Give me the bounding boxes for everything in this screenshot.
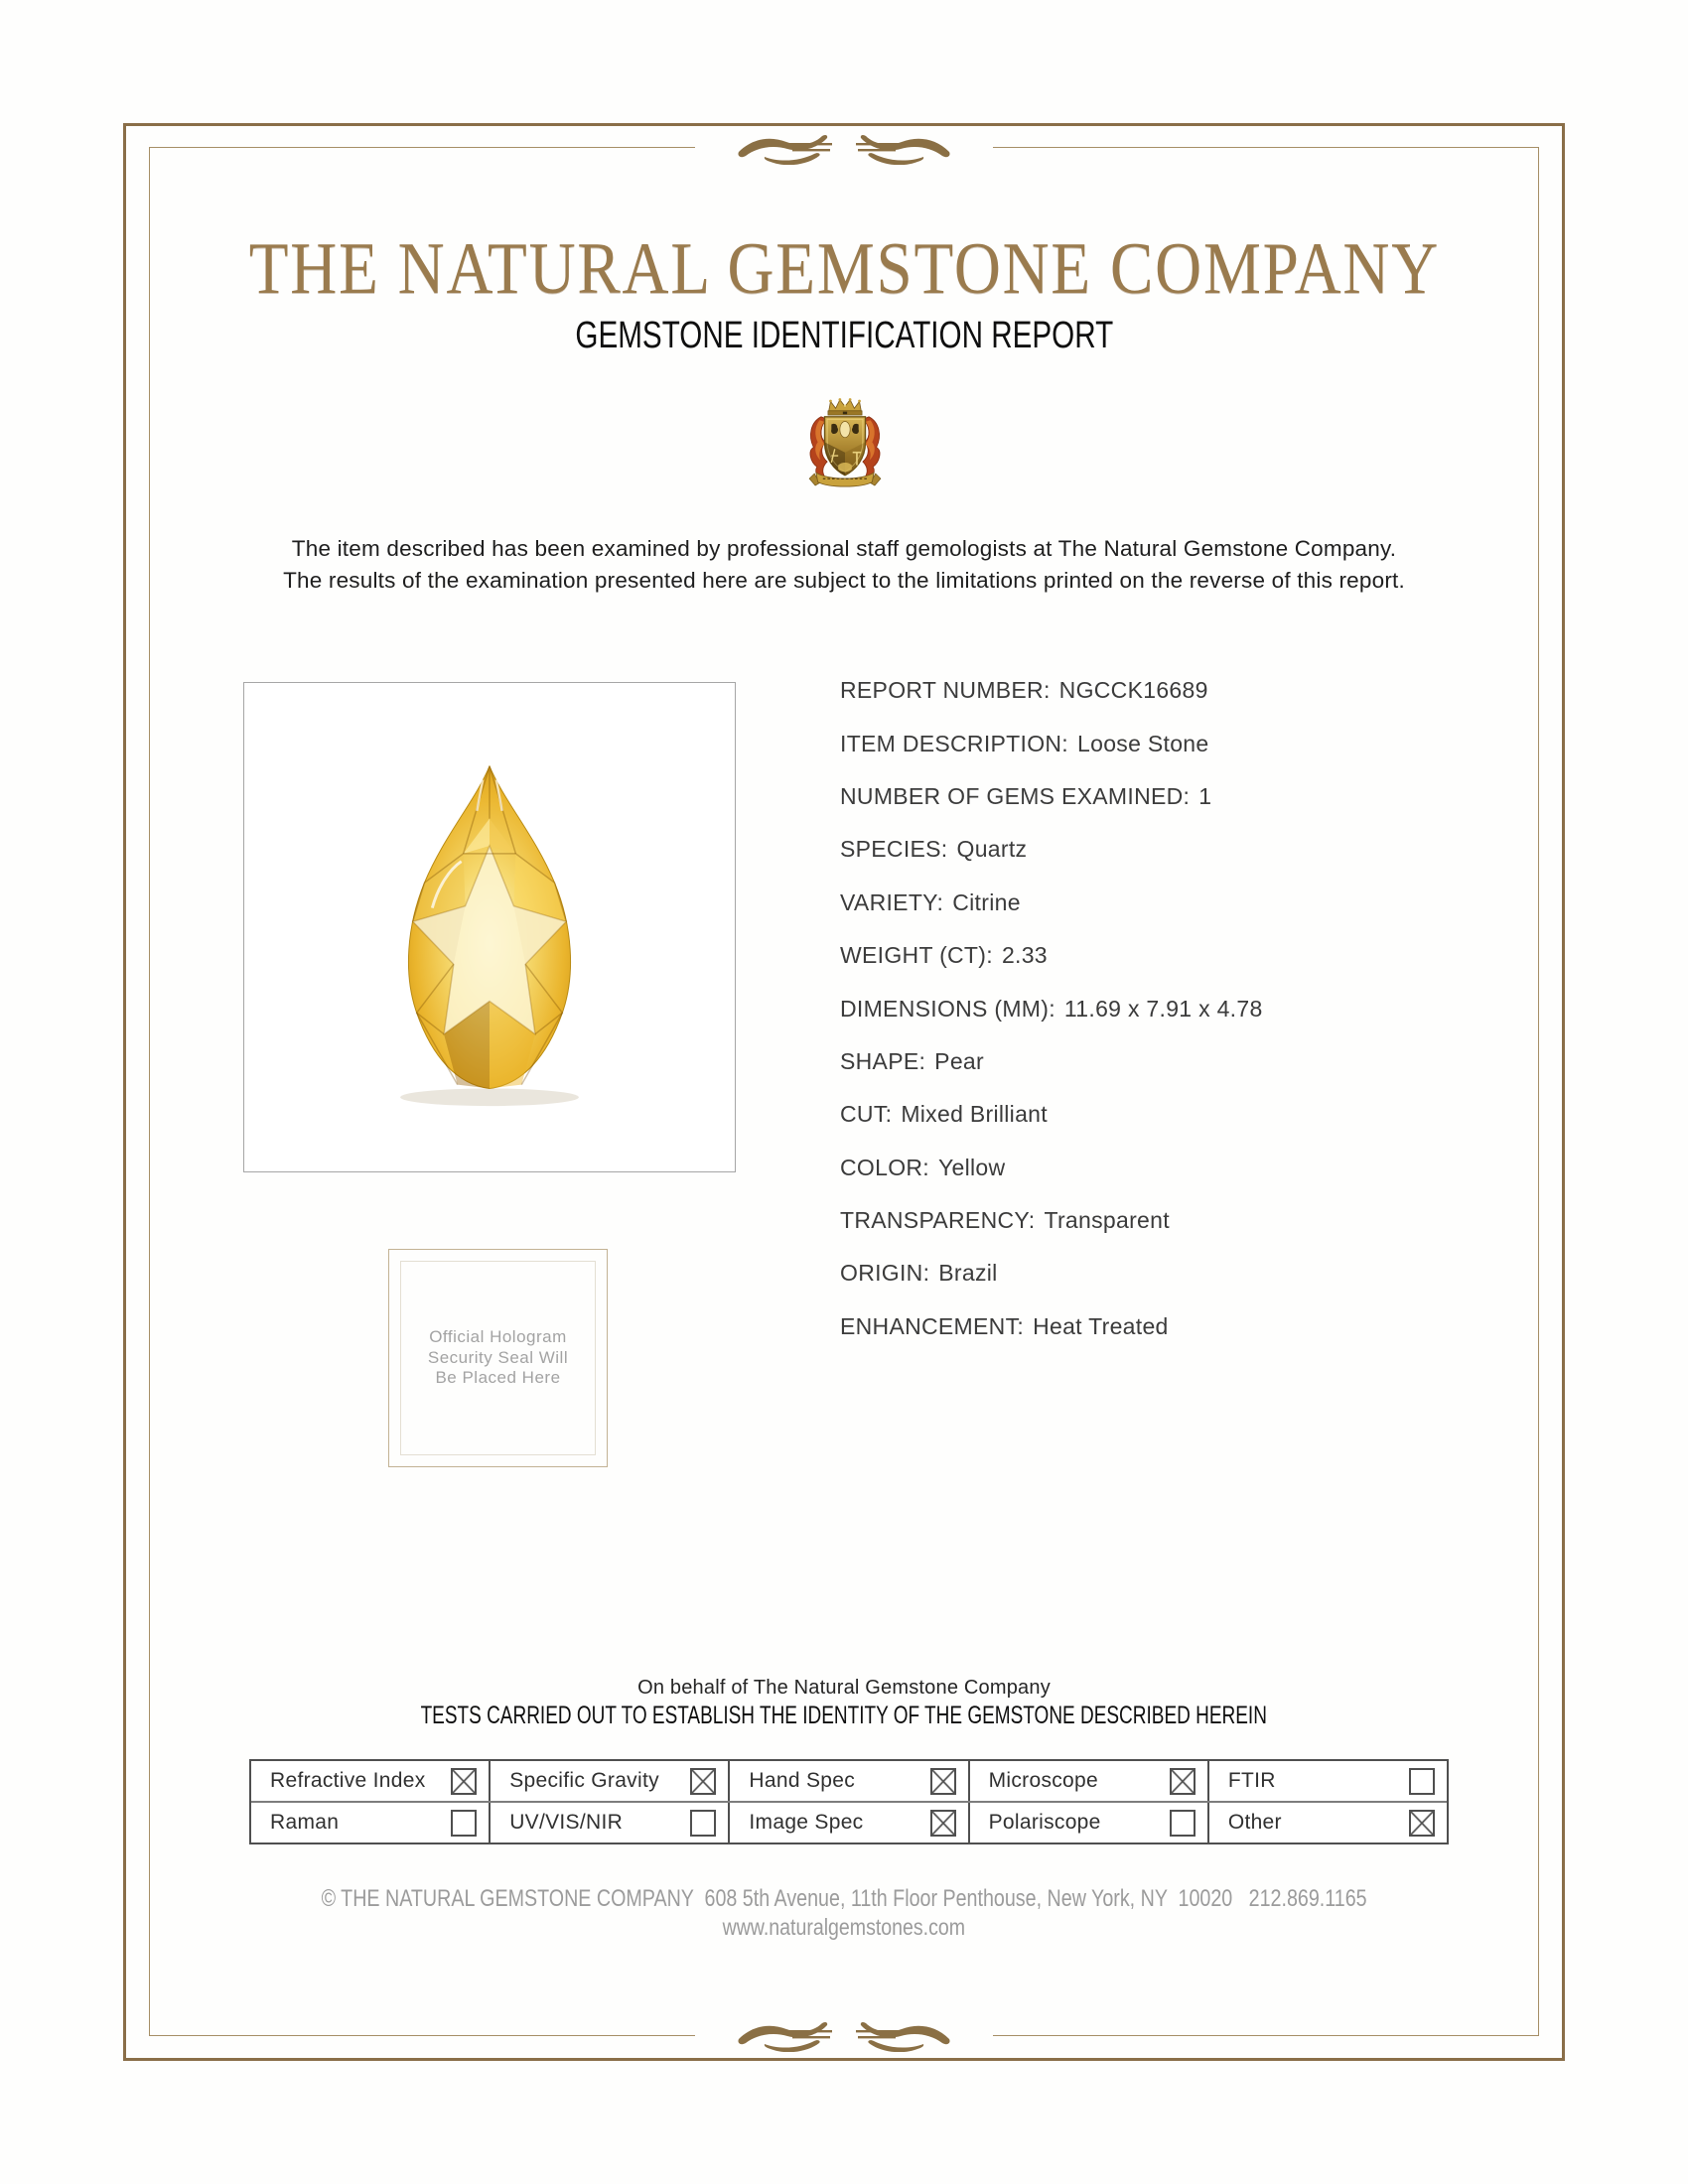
citrine-gem-photo [400, 764, 579, 1107]
footer-website: www.naturalgemstones.com [722, 1914, 966, 1940]
test-cell: Polariscope [967, 1803, 1207, 1843]
field-value: 2.33 [1001, 942, 1048, 969]
field-value: Loose Stone [1077, 730, 1209, 756]
page-title: THE NATURAL GEMSTONE COMPANY [0, 230, 1688, 308]
field-label: ENHANCEMENT: [840, 1312, 1025, 1339]
test-label: Specific Gravity [509, 1769, 659, 1792]
test-cell: FTIR [1206, 1761, 1447, 1801]
hologram-seal-box: Official Hologram Security Seal Will Be … [388, 1249, 608, 1467]
flourish-icon [738, 2021, 950, 2052]
on-behalf-text: On behalf of The Natural Gemstone Compan… [637, 1677, 1051, 1699]
test-label: FTIR [1227, 1769, 1276, 1792]
test-cell: Specific Gravity [489, 1761, 728, 1801]
tests-title-row: TESTS CARRIED OUT TO ESTABLISH THE IDENT… [0, 1702, 1688, 1730]
field-label: TRANSPARENCY: [840, 1207, 1036, 1234]
field-value: Quartz [956, 836, 1028, 863]
field-label: WEIGHT (CT): [840, 942, 993, 969]
test-cell: Refractive Index [251, 1761, 489, 1801]
gem-photo-frame [243, 682, 736, 1172]
field-label: SPECIES: [840, 836, 948, 863]
field-label: ORIGIN: [840, 1260, 930, 1287]
test-cell: UV/VIS/NIR [489, 1803, 728, 1843]
field-value: Yellow [937, 1154, 1006, 1180]
company-name: THE NATURAL GEMSTONE COMPANY [248, 228, 1440, 310]
field-label: ITEM DESCRIPTION: [840, 730, 1069, 756]
footer-address-row: © THE NATURAL GEMSTONE COMPANY 608 5th A… [0, 1885, 1688, 1913]
field-value: NGCCK16689 [1058, 677, 1208, 704]
report-field-row: ORIGIN: Brazil [840, 1247, 1263, 1299]
report-subtitle-row: GEMSTONE IDENTIFICATION REPORT [0, 314, 1688, 357]
test-label: Other [1227, 1811, 1282, 1834]
company-crest-icon [801, 398, 889, 491]
top-flourish-ornament [695, 129, 993, 167]
intro-text: The item described has been examined by … [283, 536, 1405, 593]
field-value: 1 [1198, 782, 1212, 809]
checkbox-unchecked [690, 1809, 717, 1837]
footer-website-row: www.naturalgemstones.com [0, 1914, 1688, 1941]
test-label: Polariscope [988, 1811, 1101, 1834]
test-label: Microscope [988, 1769, 1098, 1792]
checkbox-checked [1169, 1767, 1196, 1795]
test-label: UV/VIS/NIR [509, 1811, 624, 1834]
field-label: VARIETY: [840, 888, 944, 915]
report-field-row: DIMENSIONS (MM): 11.69 x 7.91 x 4.78 [840, 982, 1263, 1034]
test-cell: Other [1206, 1803, 1447, 1843]
test-cell: Hand Spec [728, 1761, 967, 1801]
checkbox-checked [929, 1767, 956, 1795]
checkbox-checked [1409, 1809, 1436, 1837]
report-field-row: SHAPE: Pear [840, 1035, 1263, 1088]
report-field-row: COLOR: Yellow [840, 1142, 1263, 1194]
tests-row: Refractive Index Specific Gravity Hand Spe… [251, 1761, 1447, 1801]
report-field-row: NUMBER OF GEMS EXAMINED: 1 [840, 770, 1263, 823]
report-fields: REPORT NUMBER: NGCCK16689 ITEM DESCRIPTION… [840, 664, 1263, 1353]
test-label: Refractive Index [270, 1769, 426, 1792]
hologram-placeholder-text: Official Hologram Security Seal Will Be … [427, 1327, 569, 1388]
checkbox-unchecked [451, 1809, 478, 1837]
tests-table: Refractive Index Specific Gravity Hand Spe… [249, 1759, 1449, 1844]
checkbox-checked [690, 1767, 717, 1795]
checkbox-checked [929, 1809, 956, 1837]
test-label: Raman [270, 1811, 340, 1834]
report-field-row: REPORT NUMBER: NGCCK16689 [840, 664, 1263, 717]
field-value: Brazil [938, 1260, 998, 1287]
outer-border [123, 123, 1565, 2061]
field-label: NUMBER OF GEMS EXAMINED: [840, 782, 1191, 809]
field-label: SHAPE: [840, 1047, 926, 1074]
bottom-flourish-ornament [695, 2016, 993, 2054]
report-field-row: ITEM DESCRIPTION: Loose Stone [840, 717, 1263, 769]
field-label: DIMENSIONS (MM): [840, 995, 1055, 1022]
footer-address: © THE NATURAL GEMSTONE COMPANY 608 5th A… [321, 1885, 1367, 1912]
test-cell: Image Spec [728, 1803, 967, 1843]
tests-title: TESTS CARRIED OUT TO ESTABLISH THE IDENT… [420, 1702, 1268, 1729]
report-title: GEMSTONE IDENTIFICATION REPORT [575, 315, 1113, 356]
checkbox-unchecked [1409, 1767, 1436, 1795]
field-value: Transparent [1044, 1207, 1170, 1234]
hologram-inner-frame: Official Hologram Security Seal Will Be … [400, 1261, 596, 1455]
tests-row: Raman UV/VIS/NIR Image Spec Polariscope Othe… [251, 1801, 1447, 1843]
field-label: CUT: [840, 1101, 893, 1128]
field-label: REPORT NUMBER: [840, 677, 1051, 704]
report-field-row: VARIETY: Citrine [840, 877, 1263, 929]
test-cell: Microscope [967, 1761, 1207, 1801]
field-value: Citrine [952, 888, 1021, 915]
field-value: Heat Treated [1033, 1312, 1169, 1339]
report-field-row: SPECIES: Quartz [840, 823, 1263, 876]
field-value: 11.69 x 7.91 x 4.78 [1063, 995, 1263, 1022]
flourish-icon [738, 134, 950, 165]
report-field-row: ENHANCEMENT: Heat Treated [840, 1300, 1263, 1353]
field-value: Mixed Brilliant [901, 1101, 1048, 1128]
test-label: Hand Spec [749, 1769, 856, 1792]
test-label: Image Spec [749, 1811, 864, 1834]
report-field-row: CUT: Mixed Brilliant [840, 1088, 1263, 1141]
checkbox-unchecked [1169, 1809, 1196, 1837]
report-field-row: WEIGHT (CT): 2.33 [840, 929, 1263, 982]
report-field-row: TRANSPARENCY: Transparent [840, 1194, 1263, 1247]
test-cell: Raman [251, 1803, 489, 1843]
checkbox-checked [451, 1767, 478, 1795]
field-value: Pear [934, 1047, 984, 1074]
field-label: COLOR: [840, 1154, 929, 1180]
